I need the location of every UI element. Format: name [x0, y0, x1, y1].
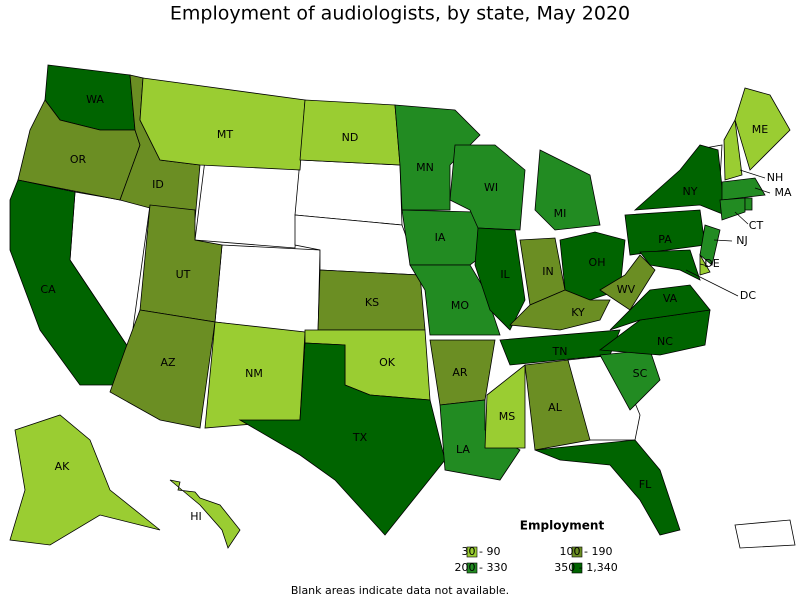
- state-label: AL: [548, 401, 563, 414]
- state-label: WI: [484, 181, 498, 194]
- leader: [699, 263, 709, 267]
- state-shape: [439, 399, 521, 481]
- state-label: LA: [456, 443, 470, 456]
- state-label: DE: [704, 257, 719, 270]
- state-shape: [534, 439, 681, 536]
- state-label: IN: [542, 265, 553, 278]
- state-label: ME: [752, 123, 768, 136]
- state-label: NH: [767, 171, 784, 184]
- state-shape: [598, 309, 711, 356]
- state-shape: [509, 289, 611, 331]
- state-shape: [639, 249, 701, 281]
- legend-label: 30 - 90: [462, 545, 501, 558]
- state-shape: [699, 224, 721, 266]
- state-shape: [734, 519, 796, 549]
- state-shape: [294, 159, 403, 226]
- state-label: CA: [40, 283, 56, 296]
- state-label: NC: [657, 335, 673, 348]
- footnote: Blank areas indicate data not available.: [291, 584, 509, 597]
- state-shape: [609, 284, 711, 331]
- state-label: MN: [416, 161, 434, 174]
- state-shape: [474, 227, 526, 331]
- state-label: ID: [152, 178, 164, 191]
- state-shape: [734, 87, 791, 171]
- state-label: KY: [571, 306, 585, 319]
- legend-label: 100 - 190: [560, 545, 613, 558]
- state-shape: [524, 359, 591, 451]
- legend: 30 - 90 100 - 190 200 - 330 350 - 1,340: [455, 545, 618, 574]
- state-label: MT: [217, 128, 233, 141]
- states: WA OR CA ID MT UT AZ NM ND KS OK TX MN IA MO AR LA WI IL MI…: [9, 64, 792, 549]
- state-label: NM: [245, 367, 263, 380]
- state-label: CT: [749, 219, 764, 232]
- leader: [685, 269, 739, 297]
- state-label: IA: [435, 231, 446, 244]
- state-label: IL: [500, 268, 510, 281]
- state-shape: [409, 264, 501, 336]
- state-label: AK: [55, 460, 71, 473]
- state-shape: [534, 149, 601, 231]
- state-label: TN: [552, 345, 568, 358]
- state-label: AZ: [160, 356, 176, 369]
- state-shape: [633, 144, 726, 216]
- state-label: HI: [190, 510, 202, 523]
- state-shape: [744, 197, 753, 211]
- state-shape: [723, 118, 743, 181]
- leader: [754, 187, 771, 194]
- state-label: AR: [452, 366, 468, 379]
- state-label: WA: [86, 93, 104, 106]
- state-label: TX: [352, 431, 368, 444]
- state-label: OR: [70, 153, 87, 166]
- state-label: OK: [379, 356, 396, 369]
- legend-label: 350 - 1,340: [554, 561, 617, 574]
- state-shape: [484, 364, 526, 449]
- state-label: NJ: [736, 234, 747, 247]
- leader: [734, 211, 749, 225]
- state-label: FL: [639, 478, 652, 491]
- state-label: PA: [658, 233, 672, 246]
- legend-swatch: [466, 562, 478, 574]
- legend-swatch: [571, 546, 583, 558]
- state-shape: [599, 254, 656, 311]
- leader: [739, 169, 766, 179]
- state-shape: [214, 244, 321, 336]
- state-label: MI: [554, 207, 567, 220]
- leaders: [685, 169, 771, 297]
- legend-swatch: [571, 562, 583, 574]
- state-shape: [194, 159, 301, 249]
- state-shape: [719, 197, 746, 221]
- state-label: OH: [589, 256, 606, 269]
- state-shape: [9, 179, 131, 386]
- state-label: MS: [499, 410, 515, 423]
- legend-title: Employment: [520, 519, 605, 533]
- legend-label: 200 - 330: [455, 561, 508, 574]
- state-shape: [139, 77, 306, 171]
- legend-swatch: [466, 546, 478, 558]
- state-label: MO: [451, 299, 469, 312]
- state-shape: [9, 414, 161, 546]
- map-title: Employment of audiologists, by state, Ma…: [170, 3, 630, 25]
- state-shape: [721, 177, 766, 201]
- state-label: DC: [740, 289, 756, 302]
- state-shape: [238, 342, 446, 536]
- state-label: NY: [683, 185, 698, 198]
- state-label: WV: [617, 283, 636, 296]
- state-label: MA: [774, 186, 791, 199]
- state-label: ND: [342, 131, 359, 144]
- leader: [713, 239, 733, 242]
- state-label: SC: [633, 367, 648, 380]
- state-label: KS: [365, 296, 379, 309]
- state-label: VA: [663, 292, 678, 305]
- state-label: UT: [176, 268, 191, 281]
- state-shape: [394, 104, 481, 211]
- state-shape: [169, 479, 241, 549]
